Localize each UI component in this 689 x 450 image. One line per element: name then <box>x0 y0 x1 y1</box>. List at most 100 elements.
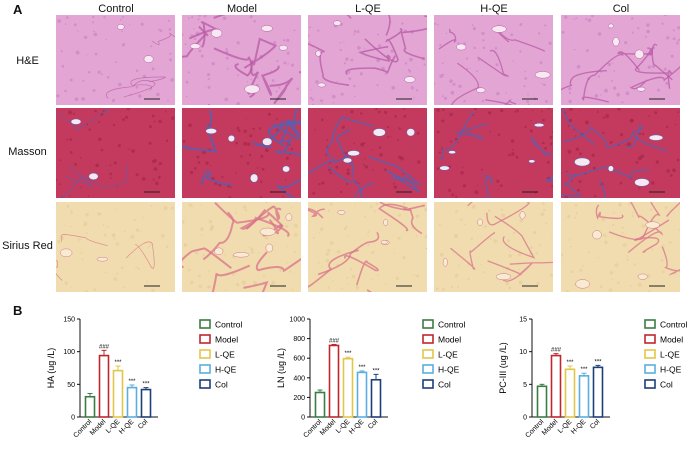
micrograph-masson-control <box>56 108 175 198</box>
y-tick-label: 0 <box>71 415 75 422</box>
y-tick-label: 100 <box>63 349 75 356</box>
x-tick-label: Col <box>367 418 380 431</box>
row-label-masson: Masson <box>8 146 47 158</box>
legend-swatch <box>644 364 656 374</box>
legend-label: Col <box>660 380 673 390</box>
legend-label: H-QE <box>438 365 460 375</box>
legend-label: Model <box>660 335 683 345</box>
significance-label: ### <box>99 344 110 350</box>
bar-model <box>550 354 562 418</box>
legend-swatch <box>422 319 434 329</box>
legend-label: H-QE <box>660 365 682 375</box>
micrograph-masson-col <box>561 108 680 198</box>
bar-lqe <box>342 357 354 418</box>
y-tick-label: 50 <box>67 382 75 389</box>
significance-label: *** <box>580 367 588 373</box>
bar-control <box>314 391 326 418</box>
legend-label: Model <box>215 335 238 345</box>
micrograph-sirius-red-model <box>182 202 301 292</box>
significance-label: *** <box>372 368 380 374</box>
y-tick-label: 1000 <box>289 317 305 324</box>
y-tick-label: 15 <box>519 317 527 324</box>
legend-label: Col <box>215 380 228 390</box>
significance-label: *** <box>566 360 574 366</box>
legend-label: Model <box>438 335 461 345</box>
chart-ha: 0 50 100 150 HA (ug /L) Control ### Model *** L-Q… <box>46 317 243 440</box>
micrograph-sirius-red-control <box>56 202 175 292</box>
row-label-sirius-red: Sirius Red <box>2 240 53 252</box>
x-tick-label: Control <box>72 418 93 439</box>
bar-col <box>592 366 604 418</box>
x-tick-label: H-QE <box>118 418 136 436</box>
y-tick-label: 150 <box>63 317 75 324</box>
x-tick-label: Model <box>89 418 108 437</box>
y-tick-label: 800 <box>293 336 305 343</box>
chart-ln: 0 200 400 600 800 1000 LN (ug /L) Control ### Mod… <box>276 317 466 440</box>
y-tick-label: 5 <box>523 382 527 389</box>
legend-label: Col <box>438 380 451 390</box>
x-tick-label: H-QE <box>570 418 588 436</box>
micrograph-he-control <box>56 15 175 105</box>
x-tick-label: Model <box>541 418 560 437</box>
legend-swatch <box>422 349 434 359</box>
x-tick-label: Control <box>302 418 323 439</box>
y-tick-label: 10 <box>519 349 527 356</box>
bar-model <box>98 354 110 418</box>
column-header-model: Model <box>227 3 257 15</box>
bar-control <box>84 395 96 418</box>
bar-hqe <box>578 375 590 418</box>
legend-label: Control <box>438 320 466 330</box>
y-tick-label: 200 <box>293 395 305 402</box>
micrograph-sirius-red-col <box>561 202 680 292</box>
column-header-lqe: L-QE <box>355 3 381 15</box>
legend-label: H-QE <box>215 365 237 375</box>
legend-swatch <box>199 364 211 374</box>
legend-swatch <box>199 349 211 359</box>
x-tick-label: Model <box>319 418 338 437</box>
significance-label: ### <box>551 348 562 354</box>
legend-swatch <box>199 334 211 344</box>
legend-label: Control <box>215 320 243 330</box>
micrograph-he-col <box>561 15 680 105</box>
x-tick-label: Col <box>589 418 602 431</box>
legend-label: L-QE <box>438 350 458 360</box>
micrograph-sirius-red-hqe <box>434 202 553 292</box>
column-header-hqe: H-QE <box>480 3 508 15</box>
legend-swatch <box>422 334 434 344</box>
x-tick-label: Col <box>137 418 150 431</box>
significance-label: ### <box>329 338 340 344</box>
bar-lqe <box>112 369 124 418</box>
legend-label: L-QE <box>215 350 235 360</box>
bar-hqe <box>356 371 368 418</box>
legend-label: Control <box>660 320 688 330</box>
micrograph-he-model <box>182 15 301 105</box>
legend-swatch <box>199 319 211 329</box>
row-label-he: H&E <box>16 55 39 67</box>
micrograph-masson-model <box>182 108 301 198</box>
panel-b-label: B <box>13 303 23 318</box>
bar-col <box>140 388 152 418</box>
micrograph-masson-lqe <box>308 108 427 198</box>
micrograph-he-hqe <box>434 15 553 105</box>
significance-label: *** <box>594 359 602 365</box>
significance-label: *** <box>114 360 122 366</box>
legend-swatch <box>644 379 656 389</box>
legend-swatch <box>422 364 434 374</box>
legend-swatch <box>199 379 211 389</box>
y-tick-label: 400 <box>293 375 305 382</box>
legend-swatch <box>644 319 656 329</box>
y-tick-label: 0 <box>301 415 305 422</box>
significance-label: *** <box>358 365 366 371</box>
x-tick-label: H-QE <box>348 418 366 436</box>
bar-model <box>328 344 340 418</box>
significance-label: *** <box>344 351 352 357</box>
column-header-col: Col <box>612 3 630 15</box>
bar-hqe <box>126 386 138 418</box>
chart-pc3: 0 5 10 15 PC-III (ug /L) Control ### Model *** L-… <box>498 317 688 440</box>
panel-a-label: A <box>13 2 23 17</box>
legend-swatch <box>422 379 434 389</box>
legend-swatch <box>644 349 656 359</box>
y-axis-title: PC-III (ug /L) <box>498 342 508 394</box>
legend-label: L-QE <box>660 350 680 360</box>
